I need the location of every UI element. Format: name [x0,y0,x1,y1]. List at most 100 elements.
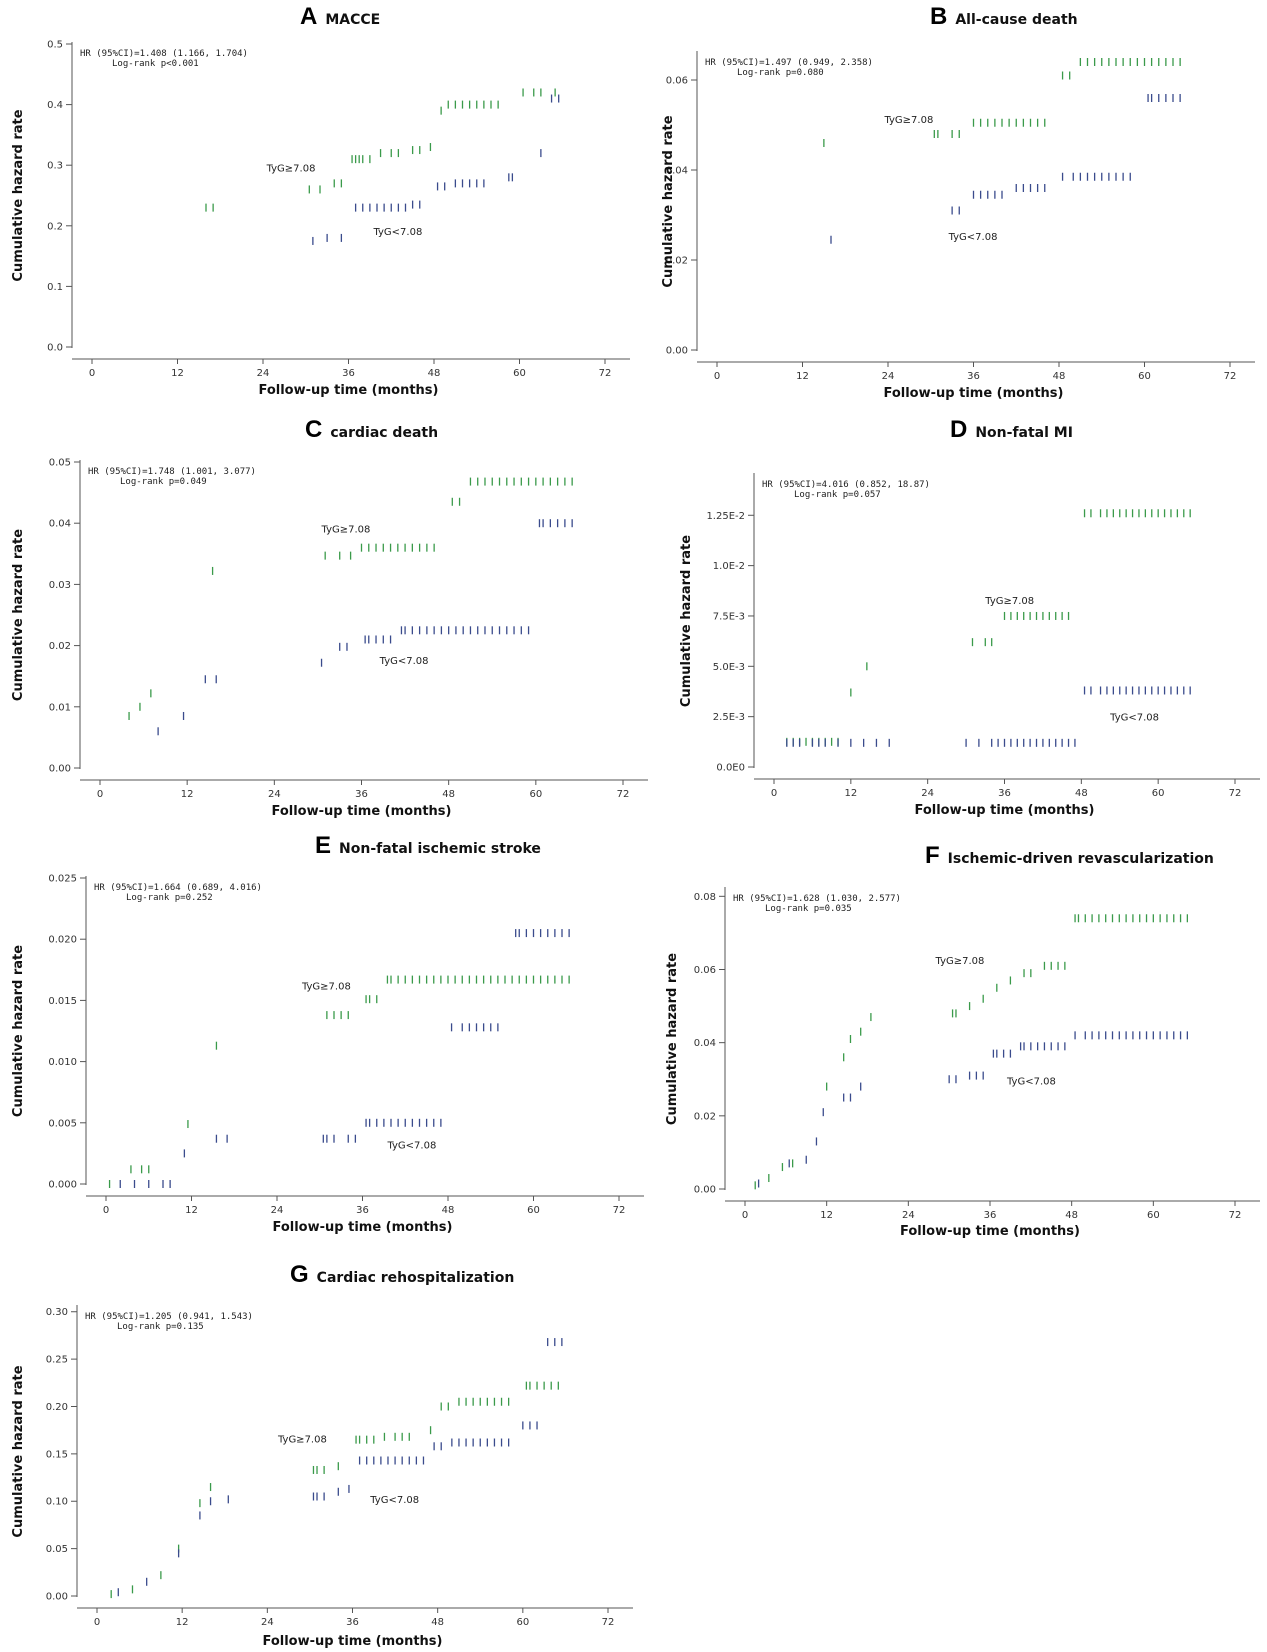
panel-d-title: D Non-fatal MI [950,416,1073,443]
x-tick-label: 60 [1152,788,1165,799]
x-tick-label: 12 [844,788,857,799]
y-tick-label: 0.00 [694,1185,716,1196]
x-tick-label: 72 [602,1617,615,1628]
panel-title-text: Ischemic-driven revascularization [948,851,1214,867]
x-tick-label: 60 [1138,371,1151,382]
group-label-low-tyg: TyG<7.08 [386,1141,436,1152]
log-rank-p-text: Log-rank p=0.035 [765,904,852,914]
x-tick-label: 24 [921,788,934,799]
group-label-high-tyg: TyG≥7.08 [277,1434,327,1445]
group-label-low-tyg: TyG<7.08 [379,656,429,667]
x-tick-label: 60 [1147,1210,1160,1221]
y-tick-label: 0.03 [49,580,71,591]
panel-title-text: cardiac death [330,425,438,441]
y-tick-label: 0.02 [694,1111,716,1122]
x-tick-label: 48 [442,789,455,800]
x-tick-label: 36 [967,371,980,382]
y-tick-label: 2.5E-3 [713,712,745,723]
panel-letter: B [930,3,947,30]
y-tick-label: 0.15 [46,1449,68,1460]
group-label-high-tyg: TyG≥7.08 [883,115,933,126]
x-tick-label: 0 [94,1617,100,1628]
group-label-high-tyg: TyG≥7.08 [266,163,316,174]
x-tick-label: 12 [185,1205,198,1216]
x-tick-label: 60 [527,1205,540,1216]
x-tick-label: 24 [271,1205,284,1216]
panel-g-title: G Cardiac rehospitalization [290,1261,514,1288]
log-rank-p-text: Log-rank p=0.049 [120,477,207,487]
x-tick-label: 0 [97,789,103,800]
x-axis-label: Follow-up time (months) [914,803,1094,818]
group-label-high-tyg: TyG≥7.08 [321,524,371,535]
hazard-ratio-text: HR (95%CI)=1.205 (0.941, 1.543) [85,1312,253,1322]
log-rank-p-text: Log-rank p=0.135 [117,1322,204,1332]
log-rank-p-text: Log-rank p=0.057 [794,490,881,500]
y-tick-label: 0.00 [46,1592,68,1603]
panel-letter: E [315,832,331,859]
x-tick-label: 60 [516,1617,529,1628]
hazard-ratio-text: HR (95%CI)=1.408 (1.166, 1.704) [80,49,248,59]
series-high-tyg: TyG≥7.08 [110,976,570,1188]
x-tick-label: 60 [529,789,542,800]
x-axis-label: Follow-up time (months) [272,1220,452,1235]
x-tick-label: 36 [355,789,368,800]
y-tick-label: 0.5 [47,40,63,51]
x-tick-label: 12 [796,371,809,382]
x-tick-label: 72 [1224,371,1237,382]
x-axis-label: Follow-up time (months) [258,383,438,398]
x-tick-label: 72 [613,1205,626,1216]
y-tick-label: 0.0 [47,343,63,354]
group-label-low-tyg: TyG<7.08 [369,1495,419,1506]
x-tick-label: 12 [820,1210,833,1221]
x-tick-label: 12 [176,1617,189,1628]
panel-b: B All-cause death 0.00 0.02 0.04 0.06 0 12 24 36 4… [661,3,1255,401]
y-tick-label: 0.04 [694,1038,716,1049]
y-tick-label: 0.01 [49,702,71,713]
series-low-tyg: TyG<7.08 [787,686,1191,747]
x-tick-label: 0 [714,371,720,382]
x-tick-label: 24 [902,1210,915,1221]
x-tick-label: 36 [984,1210,997,1221]
y-tick-label: 0.0E0 [716,763,745,774]
y-axis-label: Cumulative hazard rate [11,529,26,701]
panel-a: A MACCE 0.0 0.1 0.2 0.3 0.4 0.5 0 12 24 36 48 60 72 Fol… [11,3,630,398]
y-axis-label: Cumulative hazard rate [11,109,26,281]
panel-e: E Non-fatal ischemic stroke 0.000 0.005 0.01… [11,832,644,1235]
panel-letter: F [925,842,940,869]
y-axis-label: Cumulative hazard rate [11,1365,26,1537]
panel-d: D Non-fatal MI 0.0E0 2.5E-3 5.0E-3 7.5E-3 1.0E… [679,416,1260,818]
y-axis-label: Cumulative hazard rate [661,115,676,287]
y-tick-label: 7.5E-3 [713,611,745,622]
panel-letter: A [300,3,317,30]
series-low-tyg: TyG<7.08 [118,1338,563,1597]
series-low-tyg: TyG<7.08 [313,95,560,245]
x-tick-label: 72 [1229,788,1242,799]
y-tick-label: 5.0E-3 [713,662,745,673]
y-tick-label: 0.010 [48,1057,77,1068]
x-tick-label: 12 [171,368,184,379]
x-tick-label: 24 [257,368,270,379]
y-tick-label: 1.25E-2 [706,511,745,522]
y-tick-label: 0.02 [49,641,71,652]
x-axis-label: Follow-up time (months) [883,386,1063,401]
hazard-ratio-text: HR (95%CI)=1.497 (0.949, 2.358) [705,58,873,68]
y-tick-label: 0.4 [47,100,63,111]
panel-title-text: MACCE [325,12,380,28]
y-tick-label: 0.06 [694,965,716,976]
hazard-ratio-text: HR (95%CI)=1.628 (1.030, 2.577) [733,894,901,904]
panel-letter: D [950,416,967,443]
panel-letter: C [305,416,322,443]
series-high-tyg: TyG≥7.08 [787,509,1191,746]
group-label-low-tyg: TyG<7.08 [1109,713,1159,724]
y-tick-label: 0.00 [49,764,71,775]
y-tick-label: 0.30 [46,1307,68,1318]
x-tick-label: 12 [181,789,194,800]
log-rank-p-text: Log-rank p=0.080 [737,68,824,78]
series-low-tyg: TyG<7.08 [120,929,570,1188]
x-tick-label: 36 [342,368,355,379]
x-tick-label: 72 [599,368,612,379]
x-axis-label: Follow-up time (months) [271,804,451,819]
y-tick-label: 0.08 [694,892,716,903]
x-tick-label: 72 [1229,1210,1242,1221]
